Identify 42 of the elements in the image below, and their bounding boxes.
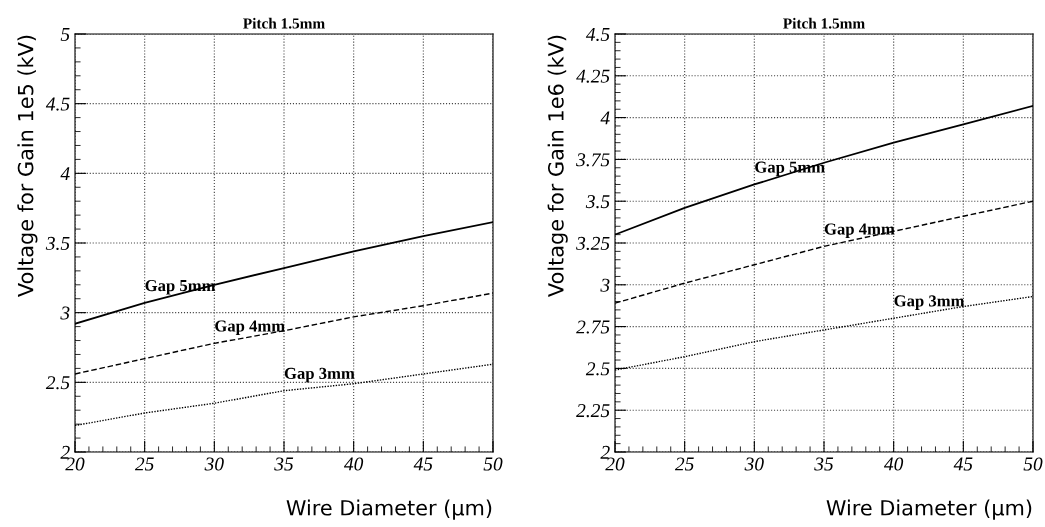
y-tick-label: 3.5 bbox=[45, 236, 70, 251]
y-tick-label: 2.5 bbox=[585, 362, 610, 376]
y-tick-label: 3 bbox=[60, 306, 70, 320]
y-tick-label: 4.25 bbox=[576, 69, 610, 83]
y-tick-label: 3.5 bbox=[585, 195, 610, 209]
series-label: Gap 3mm bbox=[894, 295, 965, 310]
chart-title: Pitch 1.5mm bbox=[243, 17, 325, 29]
series-label: Gap 4mm bbox=[215, 320, 285, 335]
y-tick-label: 4.5 bbox=[45, 97, 70, 111]
x-tick-label: 50 bbox=[483, 457, 503, 471]
x-axis-title: Wire Diameter (μm) bbox=[286, 499, 492, 520]
y-tick-label: 5 bbox=[60, 28, 70, 41]
x-tick-label: 45 bbox=[953, 457, 973, 471]
y-tick-label: 2.5 bbox=[45, 376, 70, 390]
x-tick-label: 30 bbox=[204, 457, 224, 471]
y-tick-label: 4 bbox=[60, 167, 70, 181]
chart-title: Pitch 1.5mm bbox=[783, 17, 865, 29]
y-tick-label: 4 bbox=[600, 111, 610, 125]
y-axis-title: Voltage for Gain 1e6 (kV) bbox=[547, 35, 568, 297]
y-tick-label: 2 bbox=[60, 445, 70, 459]
x-tick-label: 25 bbox=[134, 457, 154, 471]
x-tick-label: 45 bbox=[413, 457, 433, 471]
series-label: Gap 3mm bbox=[284, 367, 355, 383]
y-tick-label: 2 bbox=[600, 445, 610, 459]
x-axis-title: Wire Diameter (μm) bbox=[826, 499, 1032, 520]
series-label: Gap 4mm bbox=[824, 223, 895, 239]
y-axis-title: Voltage for Gain 1e5 (kV) bbox=[17, 35, 38, 297]
x-tick-label: 40 bbox=[343, 457, 364, 471]
y-tick-label: 4.5 bbox=[585, 27, 610, 42]
x-tick-label: 20 bbox=[65, 457, 85, 471]
y-tick-label: 3.75 bbox=[576, 153, 610, 167]
y-tick-label: 3.25 bbox=[576, 236, 610, 251]
x-tick-label: 50 bbox=[1023, 457, 1043, 471]
x-tick-label: 25 bbox=[674, 457, 694, 471]
x-tick-label: 35 bbox=[274, 457, 294, 471]
y-tick-label: 2.75 bbox=[576, 320, 610, 334]
y-tick-label: 3 bbox=[600, 278, 610, 292]
x-tick-label: 35 bbox=[814, 457, 834, 471]
x-tick-label: 20 bbox=[605, 457, 625, 471]
y-tick-label: 2.25 bbox=[576, 404, 610, 418]
x-tick-label: 30 bbox=[744, 457, 764, 471]
x-tick-label: 40 bbox=[883, 457, 904, 471]
